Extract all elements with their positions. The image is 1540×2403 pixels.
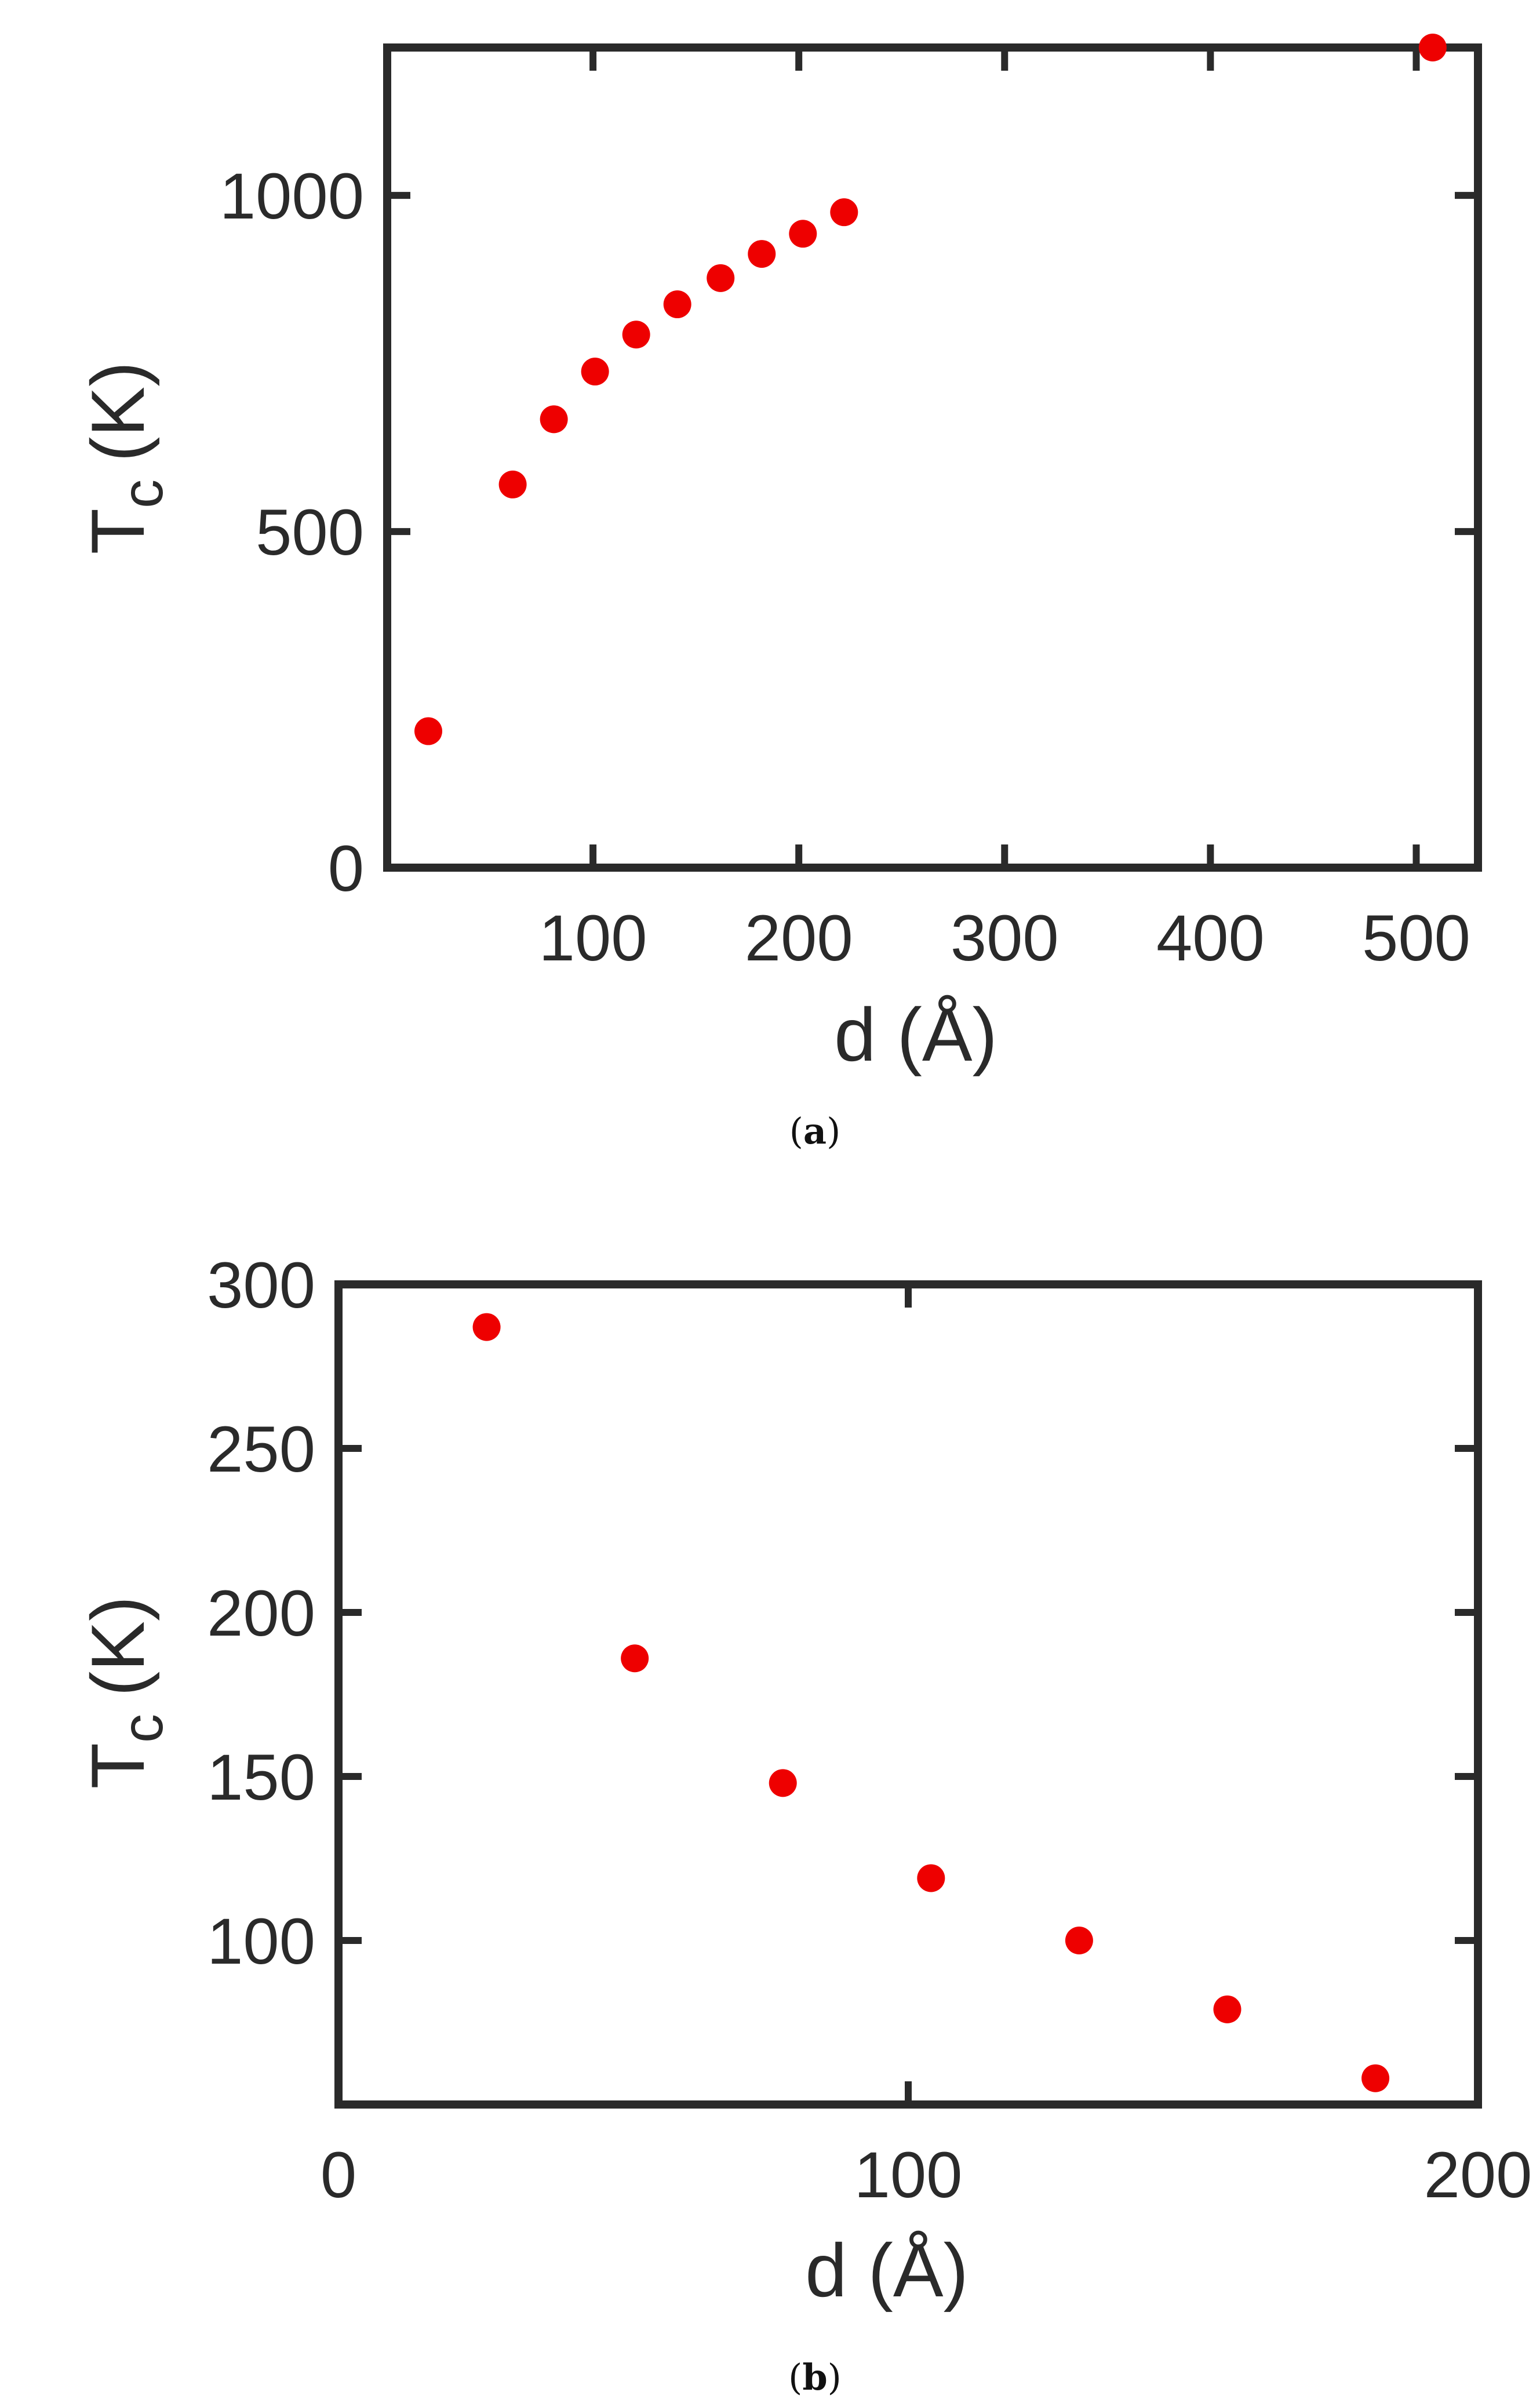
data-point — [621, 1644, 649, 1673]
y-axis-label-subscript: c — [110, 1714, 175, 1743]
data-point — [498, 470, 527, 498]
x-tick-label: 400 — [1156, 902, 1265, 974]
data-point — [1213, 1995, 1242, 2023]
y-tick-label: 0 — [328, 832, 364, 905]
x-tick-label: 200 — [1424, 2139, 1532, 2211]
y-axis-label-unit: (K) — [75, 362, 160, 462]
data-point — [769, 1769, 797, 1797]
y-axis-label-unit: (K) — [75, 1596, 160, 1696]
chart-panel-b: 0 100 200 100 150 200 250 300 d (Å) Tc (K) (b) — [75, 1249, 1532, 2398]
y-tick-label: 1000 — [220, 160, 364, 232]
panel-caption-letter: b — [802, 2356, 827, 2398]
data-point — [707, 264, 735, 292]
data-point — [1418, 34, 1447, 61]
data-point — [540, 405, 568, 434]
plot-frame — [383, 43, 1482, 872]
y-axis-label-main: T — [75, 508, 160, 554]
x-axis-label: d (Å) — [834, 992, 997, 1077]
y-tick-label: 100 — [207, 1905, 315, 1978]
panel-caption-a: (a) — [789, 1110, 841, 1152]
tick-labels: 100 200 300 400 500 0 500 1000 — [220, 160, 1470, 974]
y-tick-label: 150 — [207, 1741, 315, 1814]
axis-ticks — [335, 1281, 1481, 2105]
x-axis-label: d (Å) — [805, 2228, 969, 2313]
x-tick-label: 100 — [539, 902, 647, 974]
y-axis-label-subscript: c — [110, 479, 175, 508]
panel-caption-letter: a — [803, 1110, 827, 1152]
chart-panel-a: 100 200 300 400 500 0 500 1000 d (Å) Tc (K) (a) — [75, 34, 1482, 1152]
y-tick-label: 300 — [207, 1249, 315, 1321]
plot-frame — [334, 1280, 1482, 2109]
data-points — [414, 34, 1447, 745]
x-tick-label: 0 — [321, 2139, 356, 2211]
data-point — [1361, 2064, 1390, 2092]
x-tick-label: 100 — [854, 2139, 963, 2211]
data-point — [917, 1864, 945, 1892]
data-point — [622, 321, 650, 349]
x-tick-label: 300 — [951, 902, 1059, 974]
data-point — [663, 290, 691, 319]
y-axis-label-main: T — [75, 1743, 160, 1789]
data-point — [414, 717, 443, 745]
y-tick-label: 500 — [256, 496, 364, 569]
data-point — [1065, 1927, 1093, 1954]
y-tick-label: 250 — [207, 1413, 315, 1486]
data-point — [581, 358, 609, 386]
y-tick-label: 200 — [207, 1577, 315, 1650]
x-tick-label: 500 — [1362, 902, 1470, 974]
y-axis-label: Tc (K) — [75, 362, 175, 555]
x-tick-label: 200 — [745, 902, 853, 974]
data-point — [748, 240, 776, 268]
axis-ticks — [387, 48, 1478, 871]
panel-caption-b: (b) — [788, 2356, 842, 2398]
data-point — [472, 1313, 501, 1341]
data-points — [472, 1313, 1390, 2092]
data-point — [830, 198, 858, 227]
data-point — [789, 220, 817, 248]
tick-labels: 0 100 200 100 150 200 250 300 — [207, 1249, 1532, 2211]
y-axis-label: Tc (K) — [75, 1596, 175, 1789]
